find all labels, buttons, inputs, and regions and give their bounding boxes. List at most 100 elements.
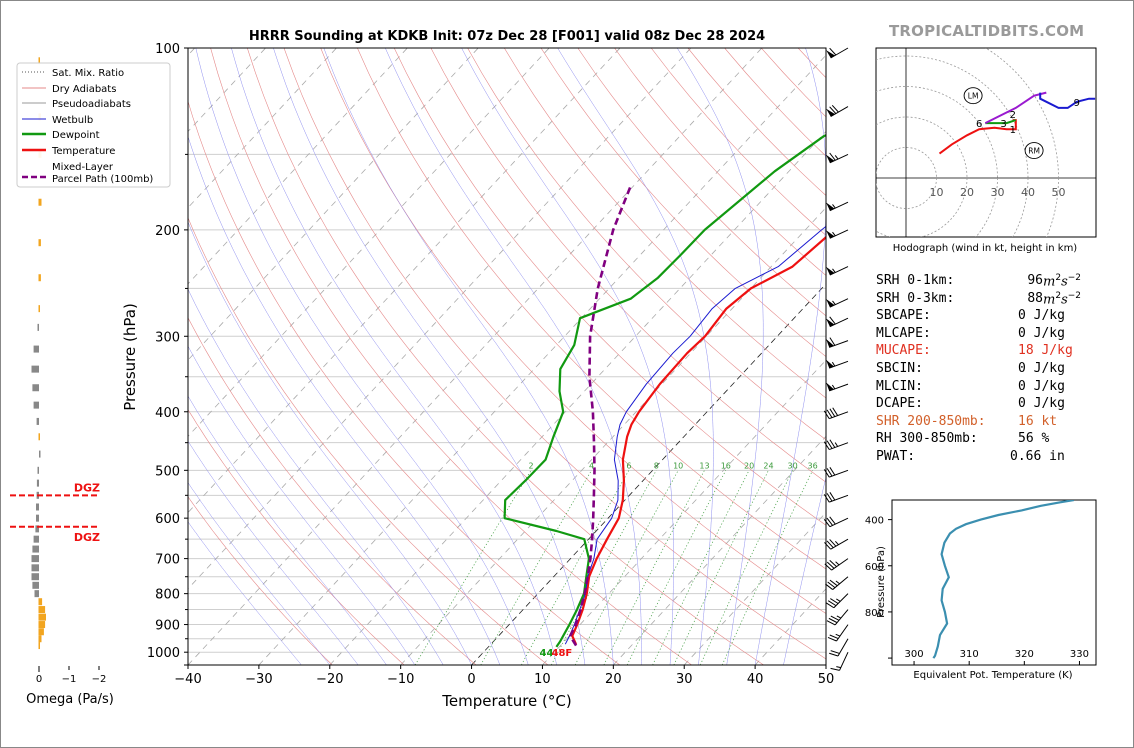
barb-staff — [829, 201, 849, 212]
mixing-ratio-line — [721, 470, 813, 665]
y-tick-label: 200 — [155, 224, 180, 239]
watermark: TROPICALTIDBITS.COM — [889, 22, 1085, 40]
omega-bar — [35, 525, 39, 533]
theta-y-tick-label: 600 — [865, 562, 884, 573]
barb-staff — [829, 229, 849, 239]
dry-adiabat — [247, 48, 764, 665]
legend-label-line: Dry Adiabats — [52, 84, 116, 95]
dry-adiabat — [357, 48, 826, 570]
barb-line — [826, 468, 833, 477]
barb-staff — [829, 517, 849, 528]
barb-line — [829, 408, 836, 417]
theta-y-tick-label: 400 — [865, 516, 884, 527]
dry-adiabat — [504, 48, 826, 399]
index-label: DCAPE: — [876, 396, 923, 412]
omega-bar — [38, 642, 40, 650]
series-temperature — [571, 235, 826, 645]
barb-half — [835, 580, 840, 585]
index-value: 0 J/kg — [1018, 360, 1065, 376]
omega-bar — [38, 635, 42, 643]
barb-line — [829, 316, 836, 325]
wind-barb — [826, 201, 849, 212]
x-tick-label: −10 — [387, 672, 414, 687]
index-label: MUCAPE: — [876, 343, 931, 359]
barb-flag — [826, 299, 835, 308]
barb-staff — [833, 593, 849, 609]
barb-staff — [832, 576, 849, 590]
omega-bar — [32, 384, 39, 392]
omega-bar — [37, 466, 39, 474]
x-tick-label: 40 — [747, 672, 764, 687]
legend-label-line: Dewpoint — [52, 130, 100, 141]
y-tick-label: 300 — [155, 330, 180, 345]
theta-x-tick-label: 310 — [960, 649, 979, 660]
y-tick-label: 700 — [155, 553, 180, 568]
legend-label: Pseudoadiabats — [52, 99, 131, 110]
moist-adiabat — [188, 482, 330, 665]
index-label: MLCAPE: — [876, 325, 931, 341]
wind-barb — [824, 558, 849, 571]
barb-staff — [829, 340, 849, 348]
barb-line — [829, 439, 836, 448]
legend-label: Temperature — [51, 146, 115, 157]
index-row: SBCAPE: 0 J/kg — [876, 308, 1116, 326]
hodo-ring-label: 10 — [930, 186, 944, 199]
barb-line — [829, 579, 838, 587]
theta-plot — [932, 500, 1075, 659]
hodo-ring-label: 40 — [1021, 186, 1035, 199]
index-value: 96 — [1027, 273, 1043, 288]
mixing-ratio-line — [652, 470, 750, 665]
wind-barb — [827, 624, 849, 642]
legend-label: Wetbulb — [52, 115, 93, 126]
theta-axis-label: Equivalent Pot. Temperature (K) — [913, 670, 1072, 681]
barb-half — [832, 268, 836, 273]
index-label: SBCAPE: — [876, 308, 931, 324]
index-row: SRH 0-1km: 96 m2s−2 — [876, 273, 1116, 291]
omega-bar — [37, 323, 39, 331]
barb-line — [829, 152, 836, 161]
dry-adiabat — [467, 48, 826, 441]
wind-barb — [826, 47, 849, 59]
index-label: SRH 0-3km: — [876, 290, 955, 306]
legend-label: Dry Adiabats — [52, 84, 116, 95]
dry-adiabat — [188, 217, 549, 665]
barb-flag — [826, 154, 835, 163]
mixing-ratio-line — [673, 470, 769, 665]
moist-adiabat — [188, 395, 387, 665]
surface-temperature-label: 48F — [552, 648, 573, 659]
omega-bar — [34, 590, 39, 598]
hodo-height-label: 1 — [1010, 125, 1016, 136]
barb-half — [836, 615, 842, 619]
legend-box — [16, 62, 171, 188]
hodo-segment — [984, 91, 1047, 124]
hodograph-plot — [876, 48, 1096, 237]
x-tick-label: 0 — [467, 672, 475, 687]
index-unit-part: s — [1061, 274, 1068, 290]
barb-half — [832, 231, 836, 237]
barb-staff — [829, 298, 849, 308]
index-unit-part: 2 — [1055, 290, 1062, 301]
x-tick-label: −20 — [316, 672, 343, 687]
barb-line — [829, 539, 837, 547]
wind-barb — [826, 316, 849, 328]
theta-frame — [891, 499, 1097, 666]
moist-adiabat — [195, 48, 529, 665]
barb-line — [823, 441, 830, 450]
omega-bar — [36, 417, 39, 425]
index-unit: m2s−2 — [1043, 291, 1081, 307]
dry-adiabat — [188, 409, 405, 665]
barb-line — [824, 542, 832, 550]
isotherm — [188, 48, 479, 361]
wind-barb — [823, 467, 849, 478]
index-row: MLCAPE: 0 J/kg — [876, 326, 1116, 344]
hodo-segment — [985, 119, 1017, 125]
barb-line — [831, 104, 839, 113]
dry-adiabat — [188, 496, 333, 665]
x-axis-label: Temperature (°C) — [441, 692, 571, 710]
wind-barb — [826, 104, 849, 118]
omega-bar — [38, 613, 46, 621]
moist-adiabat — [273, 48, 586, 665]
barb-line — [828, 617, 838, 624]
barb-flag — [826, 108, 835, 117]
isotherm — [188, 48, 621, 514]
